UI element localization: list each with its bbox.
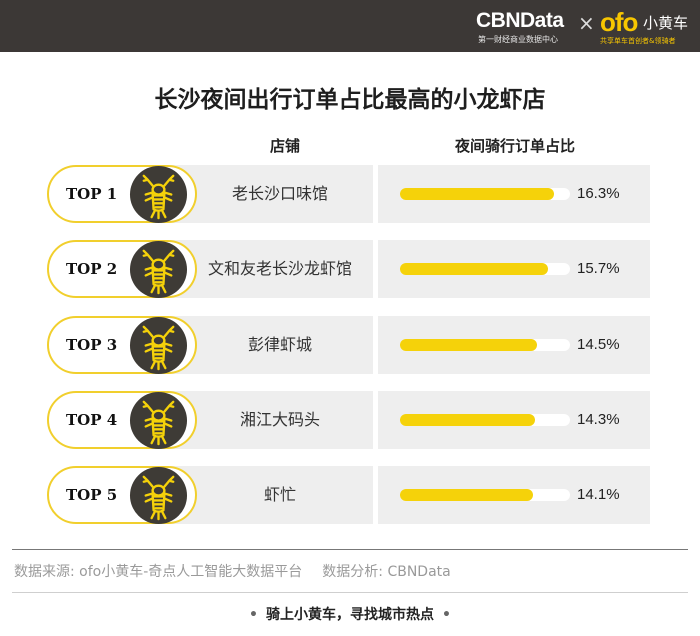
store-name: 老长沙口味馆 [231, 184, 328, 203]
brand-separator: × [578, 11, 595, 35]
bar-track [400, 263, 570, 275]
footer-divider [12, 549, 688, 550]
slogan-line: • 骑上小黄车，寻找城市热点 • [0, 604, 700, 624]
ofo-subtitle: 共享单车首创者&领骑者 [600, 37, 676, 45]
store-name: 彭律虾城 [247, 335, 312, 354]
bar-track [400, 489, 570, 501]
value-label: 14.3% [577, 411, 620, 428]
slogan-divider [12, 592, 688, 593]
column-header-share: 夜间骑行订单占比 [454, 137, 575, 155]
bullet-left: • [249, 607, 258, 623]
cbndata-subtitle: 第一财经商业数据中心 [478, 35, 558, 44]
rank-label: TOP 3 [66, 336, 118, 354]
column-header-store: 店铺 [269, 137, 300, 155]
crayfish-icon [129, 391, 188, 450]
store-name: 文和友老长沙龙虾馆 [207, 259, 352, 278]
chart-title: 长沙夜间出行订单占比最高的小龙虾店 [154, 87, 546, 113]
store-name: 虾忙 [263, 485, 296, 504]
value-label: 14.5% [577, 336, 620, 353]
crayfish-icon [129, 165, 188, 224]
bar-track [400, 188, 570, 200]
bar-track [400, 339, 570, 351]
slogan-text: 骑上小黄车，寻找城市热点 [266, 607, 434, 623]
value-label: 16.3% [577, 185, 620, 202]
rank-label: TOP 2 [66, 260, 118, 278]
bar [400, 489, 533, 501]
cbndata-logo: CBNData [476, 9, 564, 32]
bar [400, 263, 548, 275]
value-label: 14.1% [577, 486, 620, 503]
bullet-right: • [442, 607, 451, 623]
data-analysis: 数据分析: CBNData [322, 564, 451, 580]
rank-label: TOP 1 [66, 185, 118, 203]
bar [400, 414, 535, 426]
ofo-name: 小黄车 [643, 14, 689, 32]
header-bar: CBNData 第一财经商业数据中心 × ofo 小黄车 共享单车首创者&领骑者 [0, 0, 700, 52]
rank-label: TOP 4 [66, 411, 118, 429]
crayfish-icon [129, 240, 188, 299]
bar [400, 188, 554, 200]
value-label: 15.7% [577, 260, 620, 277]
crayfish-icon [129, 316, 188, 375]
bar-track [400, 414, 570, 426]
store-name: 湘江大码头 [239, 410, 320, 429]
rank-label: TOP 5 [66, 486, 118, 504]
source-line: 数据来源: ofo小黄车-奇点人工智能大数据平台 数据分析: CBNData [14, 561, 451, 581]
bar [400, 339, 537, 351]
ofo-logo: ofo [600, 7, 638, 37]
data-source: 数据来源: ofo小黄车-奇点人工智能大数据平台 [14, 564, 303, 580]
crayfish-icon [129, 466, 188, 525]
